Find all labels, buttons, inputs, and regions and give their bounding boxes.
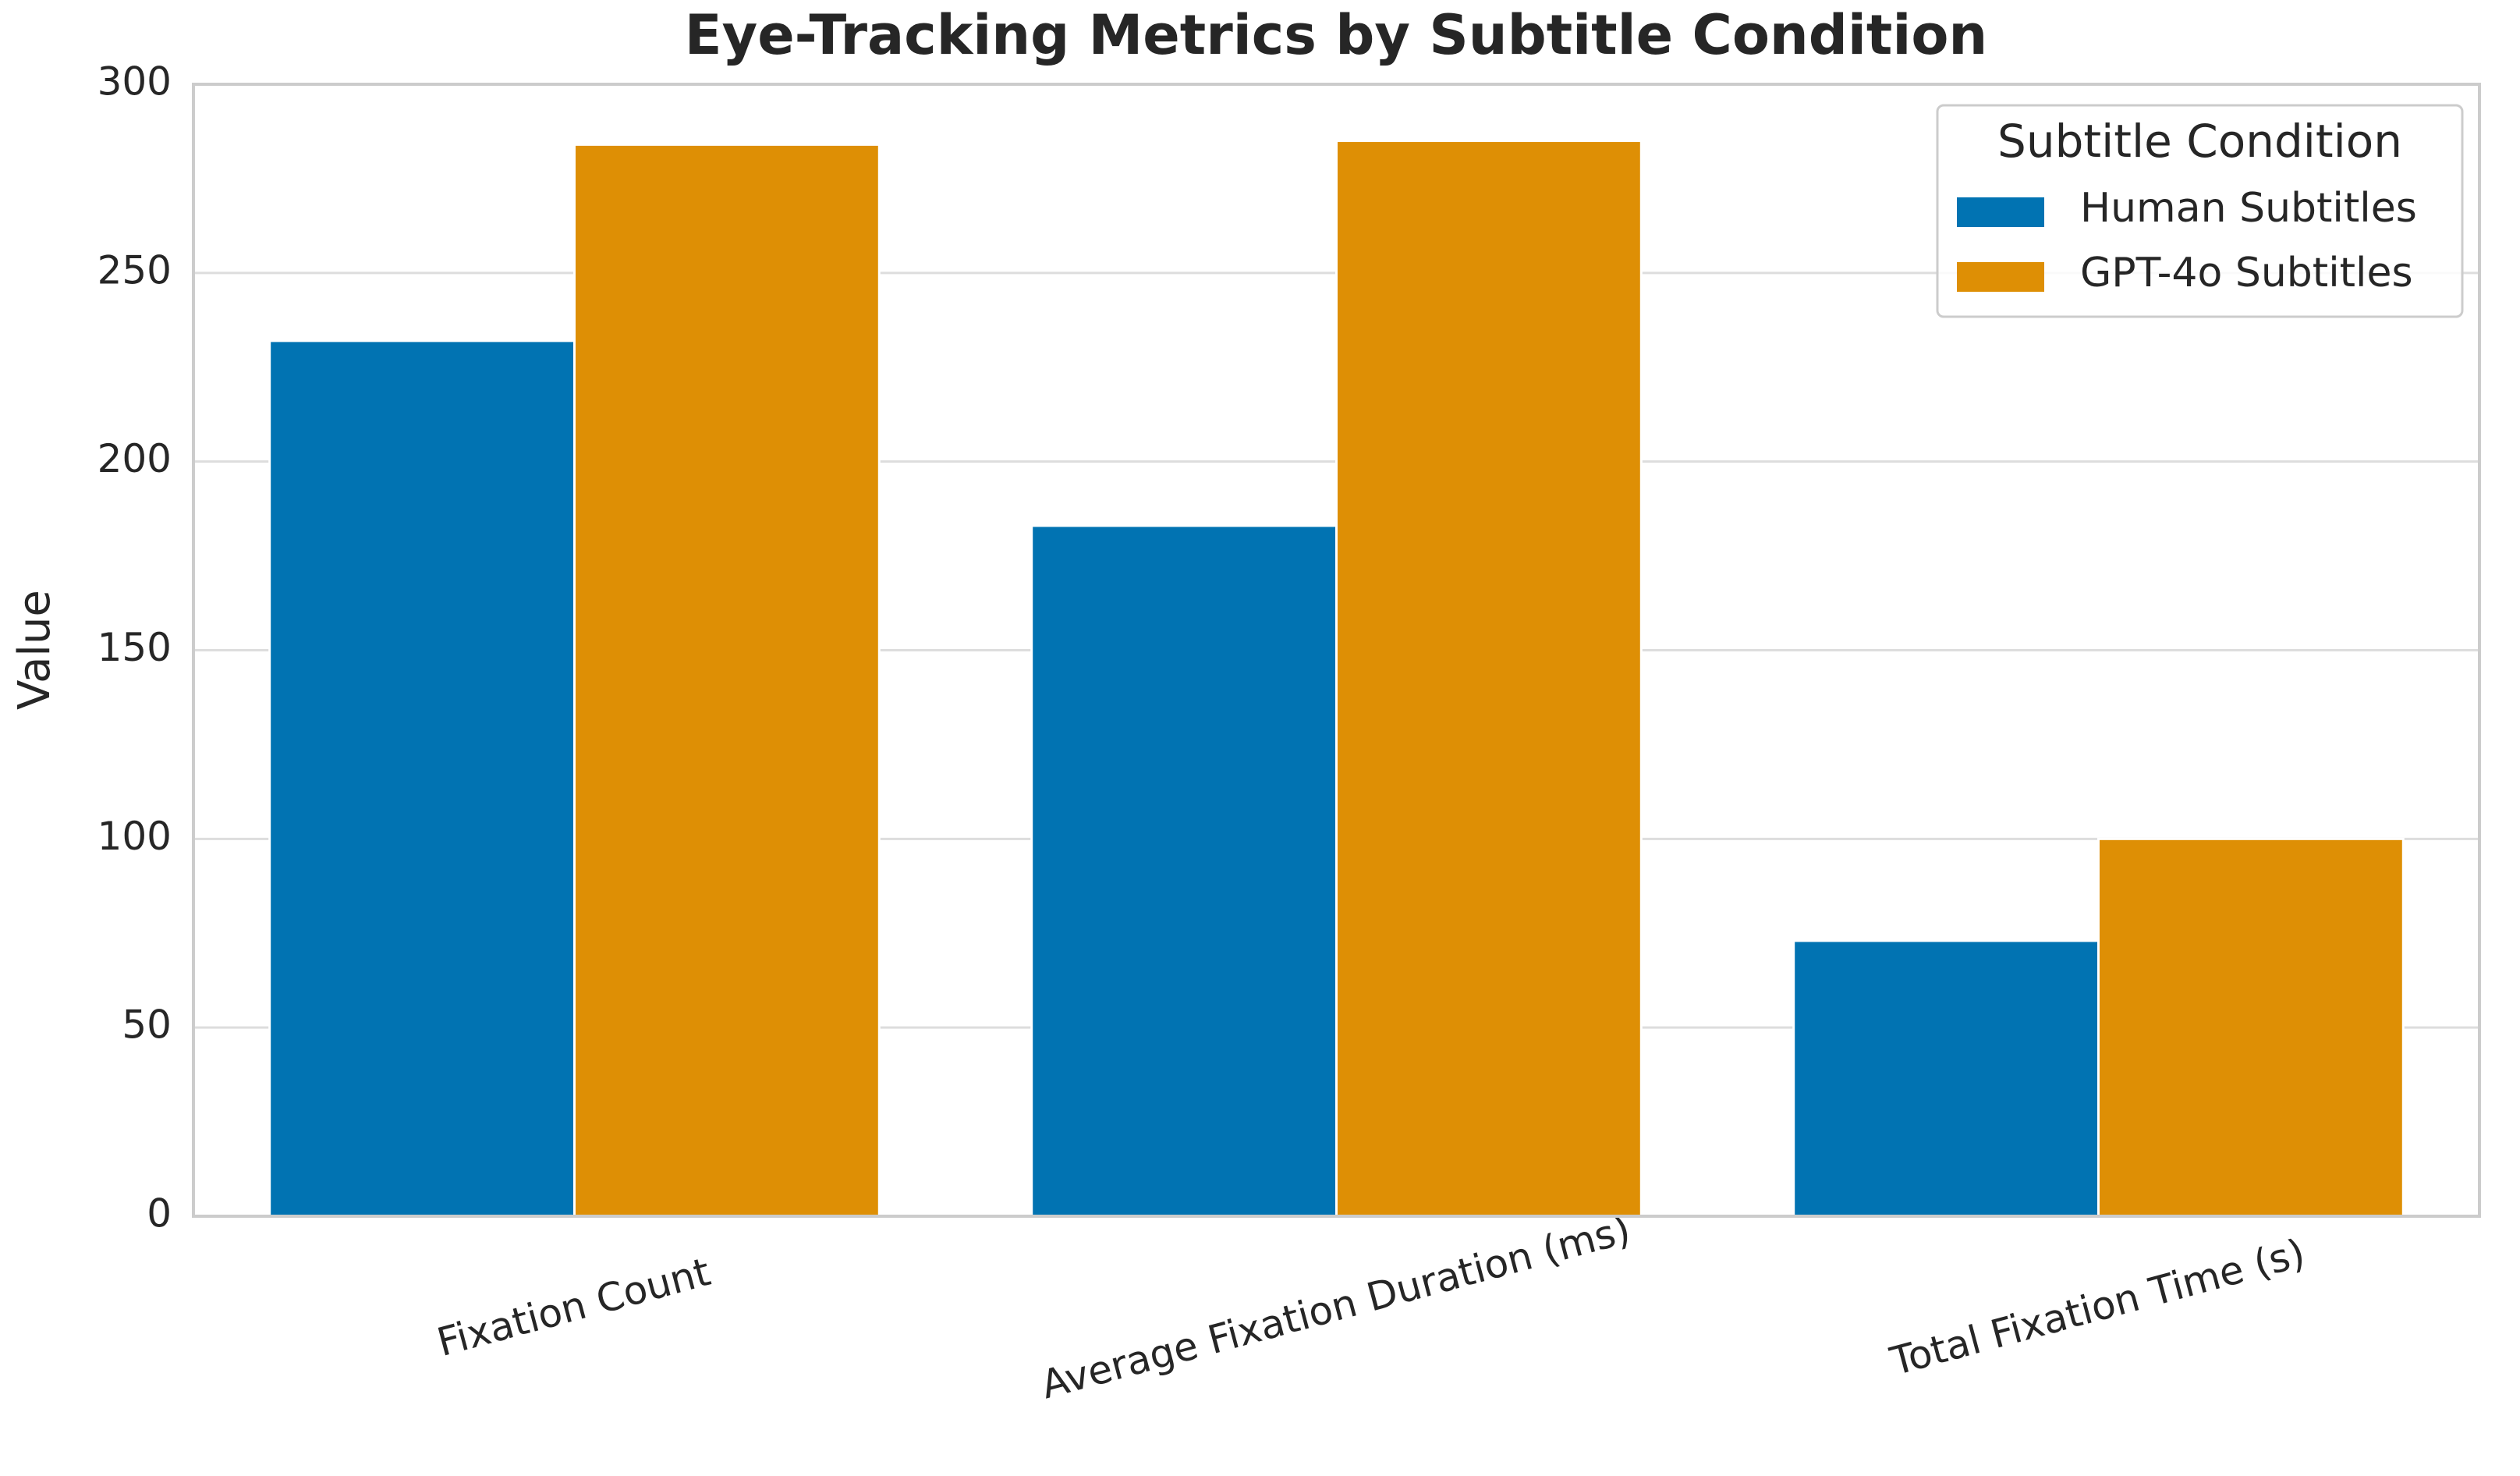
plot-frame [192, 83, 2481, 1218]
legend-swatch [1957, 262, 2044, 292]
bar [2097, 837, 2405, 1218]
y-tick-label: 250 [97, 247, 172, 293]
y-tick-label: 50 [122, 1002, 172, 1048]
legend-label: Human Subtitles [2080, 185, 2417, 232]
y-tick-label: 0 [147, 1191, 172, 1237]
chart-title: Eye-Tracking Metrics by Subtitle Conditi… [685, 3, 1988, 67]
bar [1335, 140, 1643, 1218]
bar [1792, 939, 2100, 1218]
y-tick-label: 150 [97, 625, 172, 670]
x-tick-label: Total Fixation Time (s) [1885, 1230, 2309, 1385]
y-tick-label: 100 [97, 814, 172, 859]
legend-title: Subtitle Condition [1997, 115, 2402, 168]
x-tick-label: Average Fixation Duration (ms) [1037, 1207, 1635, 1408]
bar [1030, 524, 1338, 1218]
legend-swatch [1957, 197, 2044, 227]
y-tick-label: 300 [97, 59, 172, 105]
legend-box [1936, 104, 2464, 318]
bar [268, 339, 576, 1218]
y-axis-label: Value [9, 590, 60, 710]
y-tick-label: 200 [97, 436, 172, 481]
legend-label: GPT-4o Subtitles [2080, 250, 2413, 296]
bar [573, 143, 881, 1218]
x-tick-label: Fixation Count [433, 1249, 715, 1365]
